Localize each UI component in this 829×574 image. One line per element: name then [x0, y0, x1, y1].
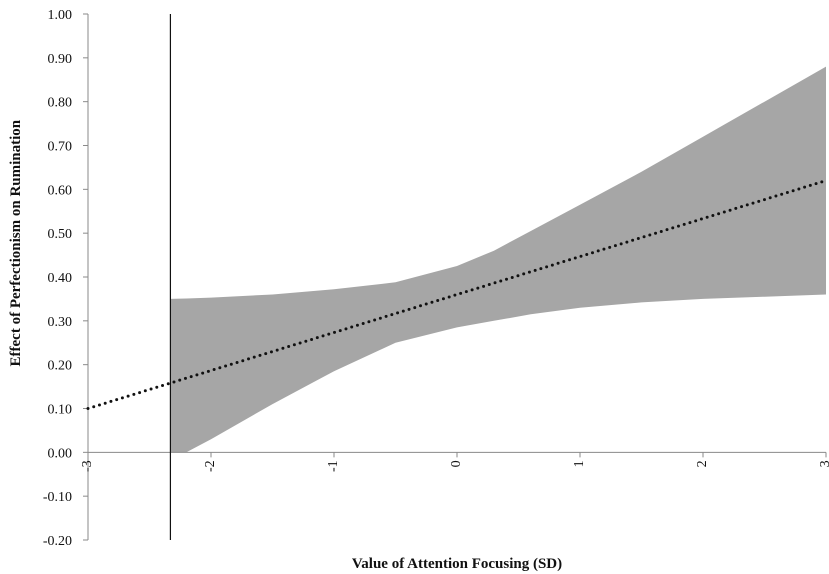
- y-tick-label: 0.00: [48, 446, 73, 461]
- x-tick-label: 0: [449, 460, 464, 467]
- y-tick-label: 0.50: [48, 227, 73, 242]
- axes: [83, 13, 827, 541]
- confidence-band: [170, 66, 826, 453]
- y-tick-label: -0.10: [43, 490, 72, 505]
- y-tick-label: -0.20: [43, 534, 72, 549]
- y-tick-label: 0.40: [48, 271, 73, 286]
- x-tick-label: -3: [80, 460, 95, 472]
- y-tick-label: 0.90: [48, 52, 73, 67]
- x-axis-title: Value of Attention Focusing (SD): [352, 556, 562, 572]
- y-tick-label: 0.20: [48, 359, 73, 374]
- x-tick-label: -1: [326, 460, 341, 472]
- x-tick-label: 2: [695, 460, 710, 467]
- y-tick-label: 0.60: [48, 183, 73, 198]
- x-tick-label: 1: [572, 460, 587, 467]
- y-tick-label: 0.10: [48, 403, 73, 418]
- x-tick-label: 3: [818, 460, 829, 467]
- y-tick-label: 0.30: [48, 315, 73, 330]
- y-axis-title: Effect of Perfectionism on Rumination: [8, 119, 24, 366]
- y-tick-label: 0.80: [48, 96, 73, 111]
- tick-labels: 1.00 0.90 0.80 0.70 0.60 0.50 0.40 0.30 0.20 0.10…: [43, 8, 829, 549]
- y-tick-label: 0.70: [48, 140, 73, 155]
- x-tick-label: -2: [203, 460, 218, 472]
- y-tick-label: 1.00: [48, 8, 73, 23]
- confidence-band-layer: [170, 66, 826, 453]
